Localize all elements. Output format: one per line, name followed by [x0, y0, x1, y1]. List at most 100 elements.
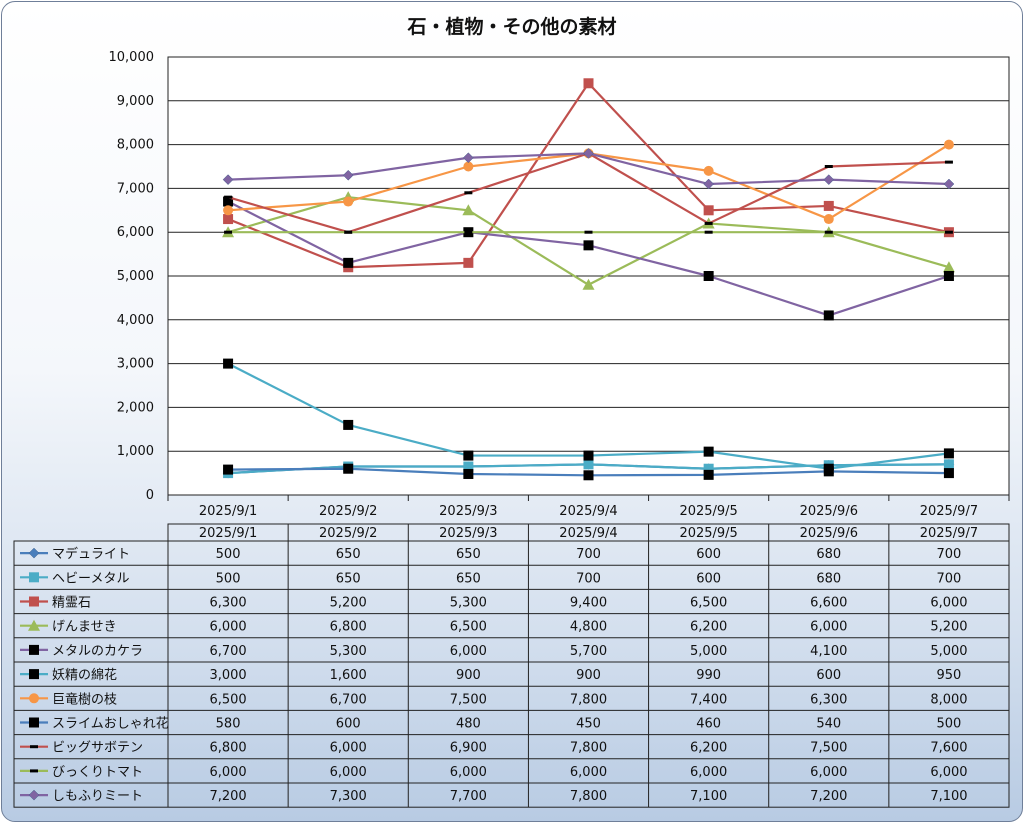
table-header-cell: 2025/9/2 [319, 526, 377, 541]
chart-title: 石・植物・その他の素材 [407, 16, 617, 38]
table-cell: 6,000 [209, 765, 246, 780]
data-point [29, 669, 39, 680]
table-cell: 6,000 [930, 765, 967, 780]
table-cell: 7,800 [570, 741, 607, 756]
y-tick-label: 7,000 [117, 181, 154, 196]
table-cell: 7,200 [209, 789, 246, 804]
table-cell: 700 [576, 547, 601, 562]
data-point [942, 261, 955, 273]
data-point [29, 572, 39, 583]
x-tick-label: 2025/9/2 [319, 504, 377, 519]
legend-label: ヘビーメタル [52, 571, 129, 586]
table-row: メタルのカケラ 6,700 5,300 6,000 5,700 5,000 4,100 5,0… [20, 644, 968, 659]
table-cell: 5,000 [930, 644, 967, 659]
legend-label: しもふりミート [52, 789, 143, 804]
table-cell: 6,200 [690, 741, 727, 756]
table-cell: 700 [937, 547, 962, 562]
table-cell: 6,500 [690, 596, 727, 611]
legend-label: メタルのカケラ [52, 644, 143, 659]
table-header-cell: 2025/9/7 [920, 526, 978, 541]
table-cell: 600 [696, 571, 721, 586]
table-cell: 6,300 [209, 596, 246, 611]
data-point [463, 161, 474, 172]
legend-label: ビッグサボテン [52, 741, 143, 756]
data-point [703, 463, 714, 474]
data-point [704, 221, 713, 225]
table-cell: 6,800 [209, 741, 246, 756]
data-point [223, 358, 234, 369]
table-cell: 6,000 [690, 765, 727, 780]
y-tick-label: 8,000 [117, 138, 154, 153]
data-point [583, 450, 594, 461]
table-cell: 650 [336, 571, 361, 586]
data-point [342, 169, 354, 181]
data-point [583, 459, 594, 470]
data-point [343, 196, 354, 207]
table-cell: 540 [816, 717, 841, 732]
data-point [703, 205, 714, 216]
table-cell: 950 [937, 668, 962, 683]
data-point [463, 450, 474, 461]
table-cell: 6,000 [930, 596, 967, 611]
table-row: びっくりトマト 6,000 6,000 6,000 6,000 6,000 6,000 6,0… [20, 765, 968, 780]
data-point [943, 139, 954, 150]
y-tick-label: 0 [146, 488, 154, 503]
table-cell: 580 [216, 717, 241, 732]
table-row: 精霊石 6,300 5,200 5,300 9,400 6,500 6,600 6,000 [20, 596, 968, 611]
table-cell: 680 [816, 571, 841, 586]
y-tick-label: 1,000 [117, 444, 154, 459]
data-table: 2025/9/1 2025/9/2 2025/9/3 2025/9/4 2025/9/5… [13, 523, 1010, 808]
table-cell: 6,600 [810, 596, 847, 611]
data-point [224, 195, 233, 199]
table-cell: 6,300 [810, 692, 847, 707]
data-point [943, 459, 954, 470]
table-header-cell: 2025/9/4 [559, 526, 617, 541]
table-cell: 7,600 [930, 741, 967, 756]
data-point [824, 165, 833, 168]
data-point [703, 446, 714, 457]
table-header-cell: 2025/9/6 [800, 526, 858, 541]
x-tick-label: 2025/9/3 [439, 504, 497, 519]
data-point [584, 230, 593, 234]
table-cell: 700 [937, 571, 962, 586]
data-point [823, 200, 834, 211]
table-cell: 7,200 [810, 789, 847, 804]
data-point [703, 165, 714, 176]
legend-label: 妖精の綿花 [52, 667, 117, 683]
x-tick-label: 2025/9/7 [920, 504, 978, 519]
data-point [583, 78, 594, 89]
table-cell: 6,200 [690, 620, 727, 635]
table-cell: 990 [696, 668, 721, 683]
data-point [344, 230, 353, 234]
table-cell: 600 [816, 668, 841, 683]
table-cell: 6,900 [450, 741, 487, 756]
data-point [943, 271, 954, 281]
table-row: スライムおしゃれ花 580 600 480 450 460 540 500 [20, 716, 961, 732]
x-tick-label: 2025/9/1 [199, 504, 257, 519]
table-cell: 6,000 [330, 765, 367, 780]
y-tick-label: 5,000 [117, 269, 154, 284]
data-point [703, 271, 714, 281]
legend-label: 精霊石 [52, 596, 91, 611]
data-point [464, 230, 473, 234]
data-point [463, 468, 474, 479]
table-cell: 7,500 [450, 692, 487, 707]
table-row: げんませき 6,000 6,800 6,500 4,800 6,200 6,000 5,200 [20, 619, 968, 635]
table-cell: 7,700 [450, 789, 487, 804]
legend-label: マデュライト [52, 546, 130, 562]
data-point [29, 644, 39, 655]
table-cell: 600 [696, 547, 721, 562]
table-cell: 650 [336, 547, 361, 562]
legend-label: げんませき [52, 620, 117, 635]
data-point [29, 693, 39, 704]
table-cell: 6,000 [209, 620, 246, 635]
data-point [224, 230, 233, 234]
table-row: ヘビーメタル 500 650 650 700 600 680 700 [20, 571, 961, 586]
data-point [823, 310, 834, 321]
data-point [223, 196, 234, 207]
data-point [703, 178, 714, 190]
data-point [223, 205, 234, 216]
data-point [29, 717, 39, 728]
data-point [464, 191, 473, 195]
